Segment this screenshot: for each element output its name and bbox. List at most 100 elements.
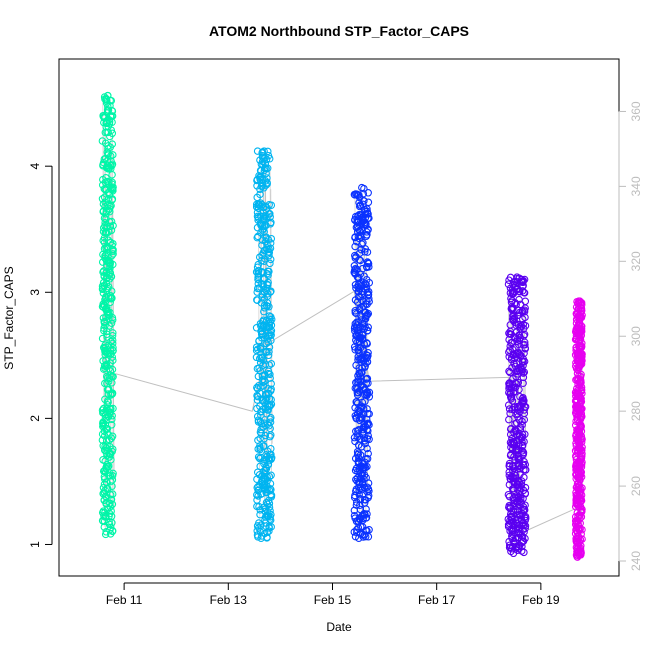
data-point [351, 270, 359, 278]
data-point [104, 195, 113, 204]
data-point [103, 333, 111, 341]
data-point [518, 395, 527, 403]
data-point [363, 374, 371, 383]
data-point [109, 260, 117, 269]
data-point [575, 297, 583, 305]
data-point [100, 234, 109, 242]
data-point [359, 330, 367, 339]
data-point [355, 304, 364, 313]
data-point [259, 423, 267, 431]
data-point [507, 354, 516, 362]
data-point [267, 523, 275, 531]
data-point [516, 352, 525, 360]
data-point [364, 349, 372, 357]
data-point [363, 455, 372, 463]
data-point [100, 512, 108, 520]
data-point [354, 449, 363, 457]
data-point [267, 493, 276, 501]
data-point [513, 273, 521, 281]
data-point [354, 388, 363, 397]
data-point [108, 379, 116, 387]
data-point [515, 500, 523, 509]
data-point [361, 439, 369, 448]
data-point [258, 241, 266, 249]
data-point [261, 255, 269, 263]
data-point [255, 354, 264, 363]
data-point [103, 242, 112, 251]
data-point [267, 385, 275, 393]
data-point [103, 310, 112, 318]
data-point [518, 521, 526, 530]
data-point [353, 525, 361, 534]
data-point [354, 346, 363, 354]
data-point [351, 345, 359, 354]
data-point [253, 208, 262, 217]
data-point [571, 502, 580, 511]
data-point [358, 478, 367, 487]
data-point [267, 485, 275, 494]
data-point [507, 383, 516, 392]
data-point [365, 410, 373, 418]
data-point [99, 484, 108, 492]
data-point [105, 453, 114, 461]
data-point [358, 218, 367, 226]
data-point [102, 444, 110, 452]
secondary-y-tick-label: 240 [629, 551, 643, 571]
data-point [574, 332, 583, 340]
plot-frame [58, 58, 620, 577]
data-point [260, 147, 268, 155]
data-point [265, 394, 274, 403]
y-tick-label: 4 [28, 163, 42, 170]
data-point [507, 339, 515, 347]
data-point [261, 390, 270, 398]
data-point [578, 449, 586, 458]
data-point [520, 548, 528, 557]
data-point [577, 370, 585, 379]
data-point [98, 334, 107, 343]
data-point [108, 490, 117, 498]
y-tick-label: 2 [28, 415, 42, 422]
data-point [264, 367, 273, 375]
data-point [361, 510, 369, 519]
data-point [351, 215, 359, 224]
data-point [103, 105, 112, 114]
x-tick-label: Feb 13 [210, 593, 248, 607]
data-point [363, 248, 372, 256]
data-point [265, 321, 274, 329]
data-point [98, 436, 107, 444]
data-point [104, 188, 113, 197]
data-point [262, 451, 270, 459]
data-point [262, 488, 271, 496]
data-point [265, 303, 273, 311]
data-point [518, 308, 527, 316]
data-point [263, 528, 271, 537]
data-point [363, 444, 371, 453]
data-point [354, 459, 363, 468]
data-point [257, 353, 265, 361]
data-point [572, 439, 580, 448]
data-point [100, 301, 108, 309]
y-tick-label: 1 [28, 541, 42, 548]
data-point [509, 517, 517, 526]
data-point [264, 507, 272, 516]
data-point [577, 463, 586, 471]
data-point [355, 454, 363, 462]
data-point [577, 360, 586, 368]
data-point [509, 549, 518, 558]
data-point [263, 473, 271, 481]
data-point [572, 344, 580, 352]
data-point [256, 172, 265, 181]
data-point [102, 464, 110, 472]
data-point [362, 390, 371, 399]
data-point [253, 182, 261, 190]
data-point [515, 478, 524, 486]
data-point [352, 378, 360, 387]
data-point [100, 271, 108, 280]
data-point [262, 221, 270, 230]
data-point [364, 419, 372, 428]
data-point [260, 295, 269, 303]
data-point [254, 200, 263, 209]
data-point [107, 217, 116, 226]
data-point [101, 341, 109, 349]
data-point [258, 396, 267, 404]
